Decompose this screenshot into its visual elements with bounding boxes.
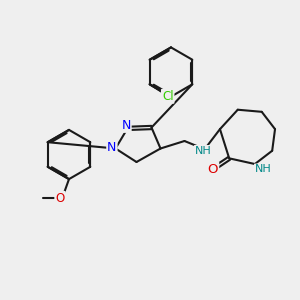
Text: N: N [107,141,117,154]
Text: Cl: Cl [162,90,173,103]
Text: NH: NH [255,164,272,174]
Text: NH: NH [195,146,212,156]
Text: N: N [121,119,131,132]
Text: O: O [56,192,64,205]
Text: O: O [208,163,218,176]
